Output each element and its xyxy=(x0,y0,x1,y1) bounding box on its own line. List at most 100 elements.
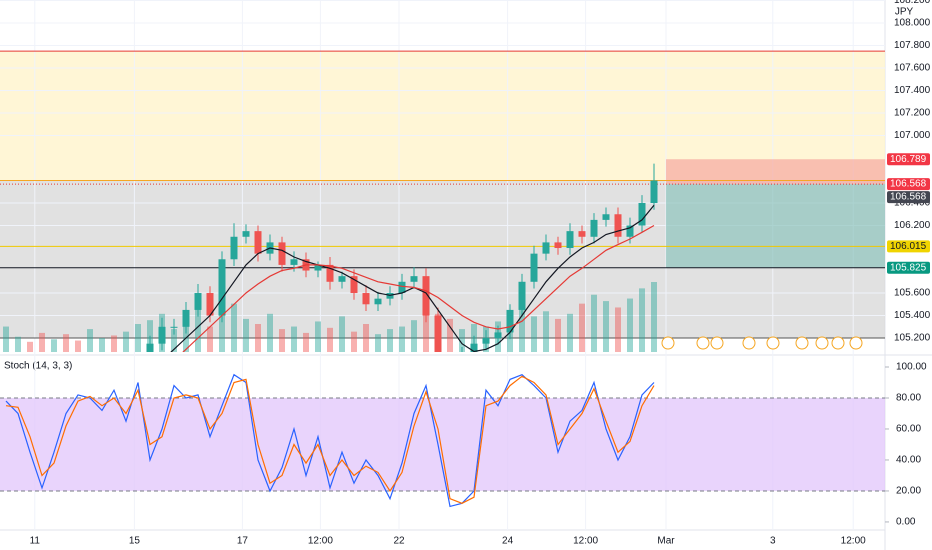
volume-bar xyxy=(39,332,45,352)
volume-bar xyxy=(111,335,117,352)
stoch-tick-label: 100.00 xyxy=(896,362,927,373)
volume-bar xyxy=(291,326,297,352)
candle-body xyxy=(218,259,226,316)
moving-average xyxy=(170,204,655,352)
candle-body xyxy=(518,281,526,310)
price-tag xyxy=(887,240,930,253)
volume-bar xyxy=(615,307,621,352)
candle-body xyxy=(314,264,322,271)
volume-bar xyxy=(375,334,381,352)
horizontal-lines xyxy=(0,50,885,339)
x-tick-label: 12:00 xyxy=(841,536,866,547)
event-icon xyxy=(742,336,756,350)
volume-bar xyxy=(303,332,309,352)
price-tag-label: 106.015 xyxy=(890,241,927,252)
volume-bar xyxy=(207,326,213,352)
volume-bar xyxy=(459,329,465,352)
candle-body xyxy=(566,231,574,249)
candle-body xyxy=(602,214,610,220)
volume-bar xyxy=(519,307,525,352)
price-tag xyxy=(887,153,930,166)
position-tool xyxy=(0,159,885,268)
y-tick-label: 105.200 xyxy=(894,333,931,344)
candle-body xyxy=(206,293,214,316)
candle-body xyxy=(242,231,250,237)
volume-bar xyxy=(255,324,261,352)
volume-bar xyxy=(399,326,405,352)
volume-bar xyxy=(591,294,597,352)
stoch-line xyxy=(5,375,655,504)
volume-bar xyxy=(411,320,417,352)
price-tag-label: 106.568 xyxy=(890,192,927,203)
candle-body xyxy=(194,293,202,310)
volume-bar xyxy=(123,331,129,352)
volume-bar xyxy=(63,334,69,352)
candle-body xyxy=(422,276,430,316)
event-icon xyxy=(815,336,829,350)
volume-bar xyxy=(231,303,237,352)
volume-bar xyxy=(75,340,81,352)
moving-average xyxy=(182,224,655,352)
volume-bar xyxy=(651,282,657,352)
volume-bar xyxy=(171,329,177,352)
price-tag xyxy=(887,178,930,191)
price-tag-label: 105.825 xyxy=(890,262,927,273)
x-tick-label: 3 xyxy=(770,536,776,547)
volume-bar xyxy=(243,318,249,352)
volume-bar xyxy=(567,313,573,352)
zone xyxy=(0,51,885,181)
y-tick-label: 107.800 xyxy=(894,40,931,51)
x-tick-label: Mar xyxy=(657,536,675,547)
event-icon xyxy=(661,336,675,350)
candle-body xyxy=(362,293,370,305)
stoch-title: Stoch (14, 3, 3) xyxy=(4,361,72,372)
volume-bar xyxy=(327,327,333,352)
volume-bar xyxy=(555,318,561,352)
candle-body xyxy=(506,309,514,333)
volume-bar xyxy=(639,288,645,352)
stoch-band xyxy=(0,397,885,491)
y-tick-label: 107.000 xyxy=(894,130,931,141)
price-tag xyxy=(887,261,930,274)
volume-bar xyxy=(267,313,273,352)
candle-body xyxy=(614,214,622,237)
stoch-line xyxy=(5,373,655,508)
candle-body xyxy=(290,259,298,265)
candle-body xyxy=(326,264,334,282)
y-tick-label: 105.400 xyxy=(894,310,931,321)
candle-body xyxy=(530,253,538,282)
stop-zone xyxy=(666,159,885,185)
price-tags: 106.789 106.568 106.568 106.015 105.825 xyxy=(887,153,930,274)
candle-body xyxy=(554,242,562,249)
event-icons xyxy=(661,336,863,350)
y-tick-label: 107.400 xyxy=(894,85,931,96)
stoch-tick-label: 80.00 xyxy=(896,393,921,404)
volume-bar xyxy=(195,307,201,352)
stoch-tick-label: 0.00 xyxy=(896,517,916,528)
candle-body xyxy=(338,276,346,282)
candle-body xyxy=(278,242,286,265)
candle-body xyxy=(434,315,442,352)
candle-body xyxy=(626,225,634,237)
volume-bar xyxy=(339,316,345,352)
event-icon xyxy=(766,336,780,350)
candles xyxy=(146,163,658,352)
candle-body xyxy=(230,236,238,260)
volume-bar xyxy=(315,321,321,352)
volume-bar xyxy=(387,329,393,352)
volume-bar xyxy=(3,326,9,352)
volume-bar xyxy=(87,329,93,352)
y-tick-label: 108.200 xyxy=(894,0,931,6)
stoch-lines xyxy=(5,373,655,508)
stoch-tick-label: 20.00 xyxy=(896,486,921,497)
y-tick-label: 105.600 xyxy=(894,288,931,299)
event-icon xyxy=(849,336,863,350)
stoch-tick-label: 60.00 xyxy=(896,424,921,435)
price-tag-label: 106.789 xyxy=(890,154,927,165)
candle-body xyxy=(158,326,166,344)
volume-bar xyxy=(603,301,609,352)
y-tick-label: 106.400 xyxy=(894,198,931,209)
candle-body xyxy=(350,276,358,294)
price-tag-label: 106.568 xyxy=(890,179,927,190)
